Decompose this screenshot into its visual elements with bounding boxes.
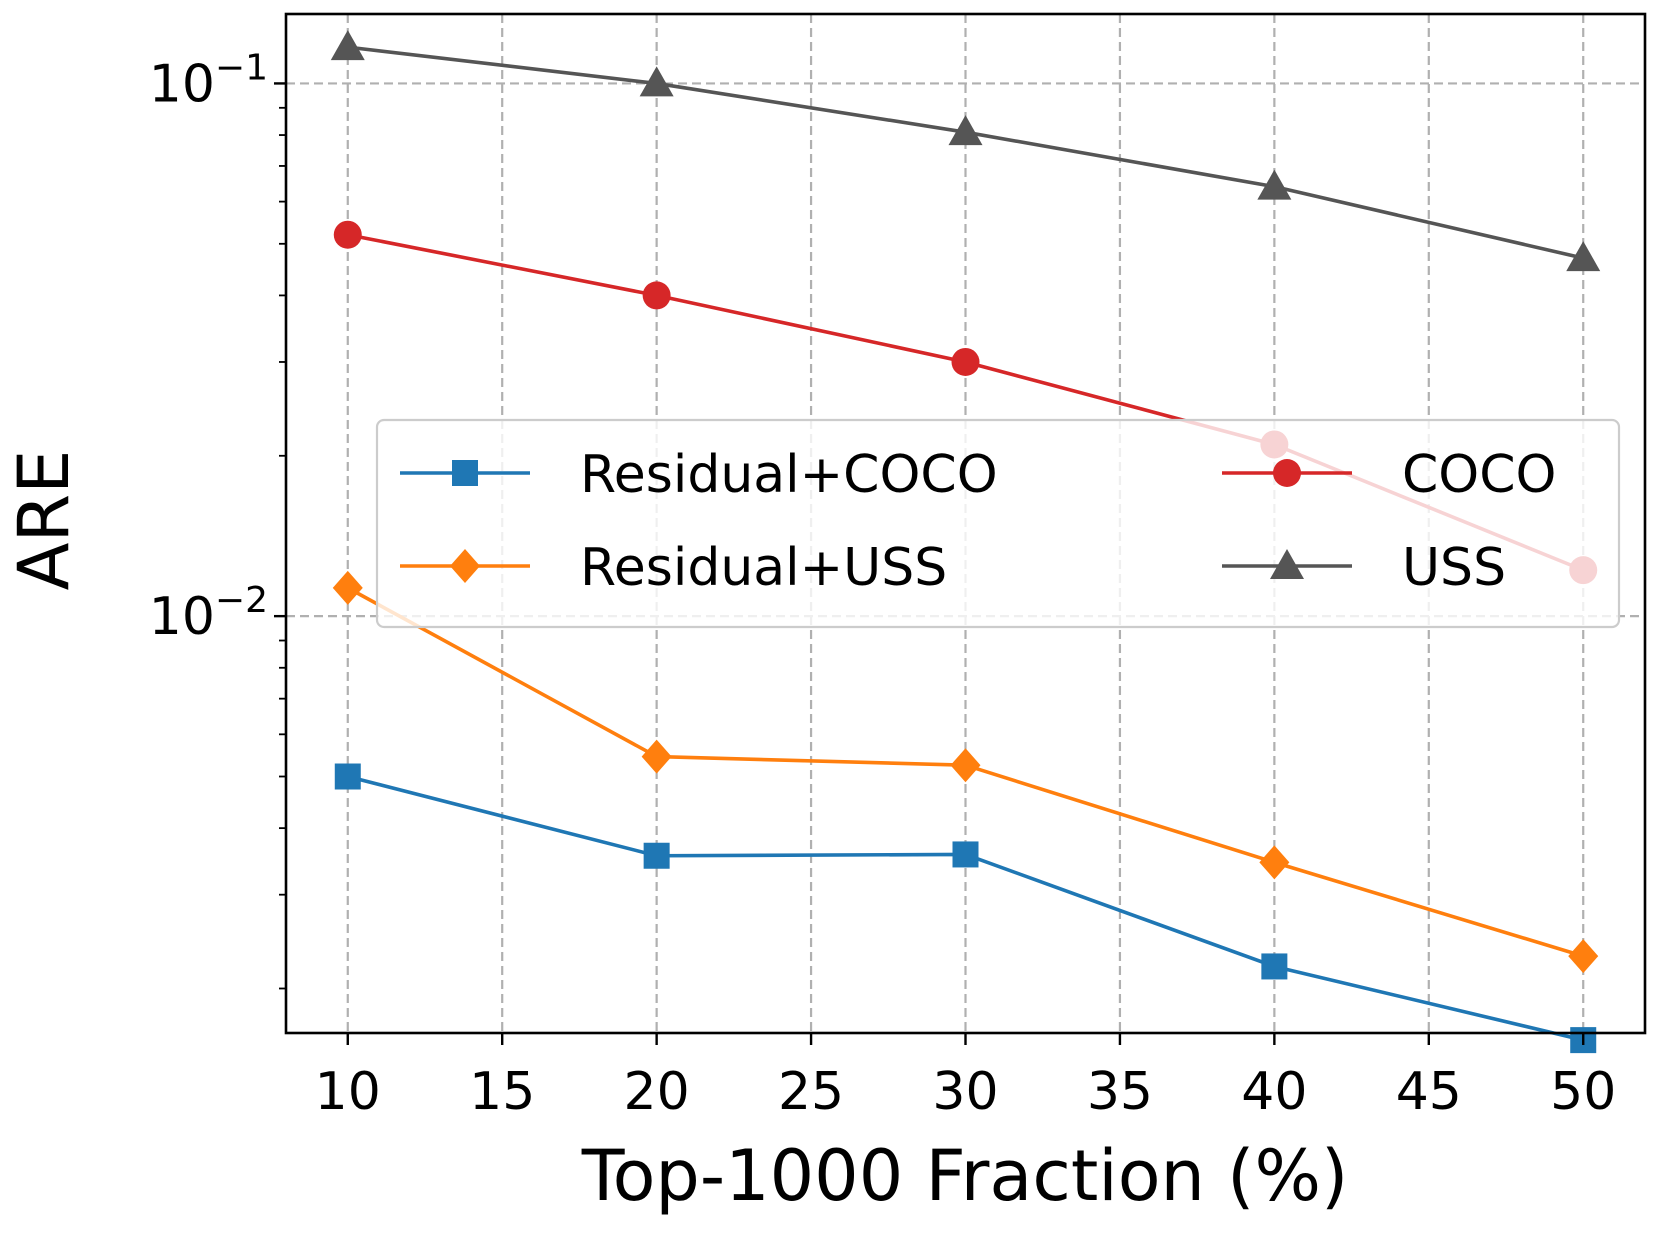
data-point: [1566, 241, 1601, 272]
data-point: [1259, 845, 1290, 880]
x-tick-label: 15: [469, 1062, 535, 1122]
legend-label: COCO: [1402, 445, 1556, 505]
legend-marker: [1270, 549, 1304, 579]
data-point: [1257, 169, 1292, 200]
legend-marker: [1273, 459, 1301, 487]
x-axis-title: Top-1000 Fraction (%): [581, 1135, 1349, 1217]
legend-entry: Residual+USS: [400, 538, 947, 598]
legend-marker: [450, 549, 480, 583]
series-residual-uss: [332, 570, 1599, 974]
legend-label: Residual+COCO: [580, 445, 998, 505]
legend-marker: [452, 460, 478, 486]
x-tick-label: 45: [1396, 1062, 1462, 1122]
data-point: [950, 748, 981, 783]
data-point: [1261, 953, 1288, 980]
legend: Residual+COCO Residual+USS COCO USS: [375, 418, 1621, 629]
axes: 10 15 20 25 30 35 40 45 50 10−2 10−1: [149, 12, 1647, 1122]
data-point: [948, 115, 983, 146]
legend-label: USS: [1402, 538, 1506, 598]
x-tick-label: 20: [624, 1062, 690, 1122]
data-point: [332, 570, 363, 605]
series-uss: [330, 30, 1601, 272]
data-point: [952, 841, 979, 868]
data-point: [951, 347, 980, 376]
data-point: [334, 763, 361, 790]
legend-label: Residual+USS: [580, 538, 947, 598]
y-axis-title: ARE: [3, 450, 85, 591]
x-tick-label: 30: [932, 1062, 998, 1122]
data-point: [333, 220, 362, 249]
legend-entry: COCO: [1222, 445, 1556, 505]
legend-entry: Residual+COCO: [400, 445, 998, 505]
data-point: [330, 30, 365, 61]
x-tick-label: 40: [1241, 1062, 1307, 1122]
y-tick-label: 10−2: [149, 580, 268, 647]
data-point: [1568, 939, 1599, 974]
y-tick-label: 10−1: [149, 47, 268, 114]
x-tick-label: 50: [1550, 1062, 1616, 1122]
legend-entry: USS: [1222, 538, 1506, 598]
x-tick-label: 10: [315, 1062, 381, 1122]
data-point: [642, 281, 671, 310]
data-point: [643, 842, 670, 869]
data-point: [641, 739, 672, 774]
x-tick-label: 35: [1087, 1062, 1153, 1122]
data-point: [639, 66, 674, 97]
x-tick-label: 25: [778, 1062, 844, 1122]
